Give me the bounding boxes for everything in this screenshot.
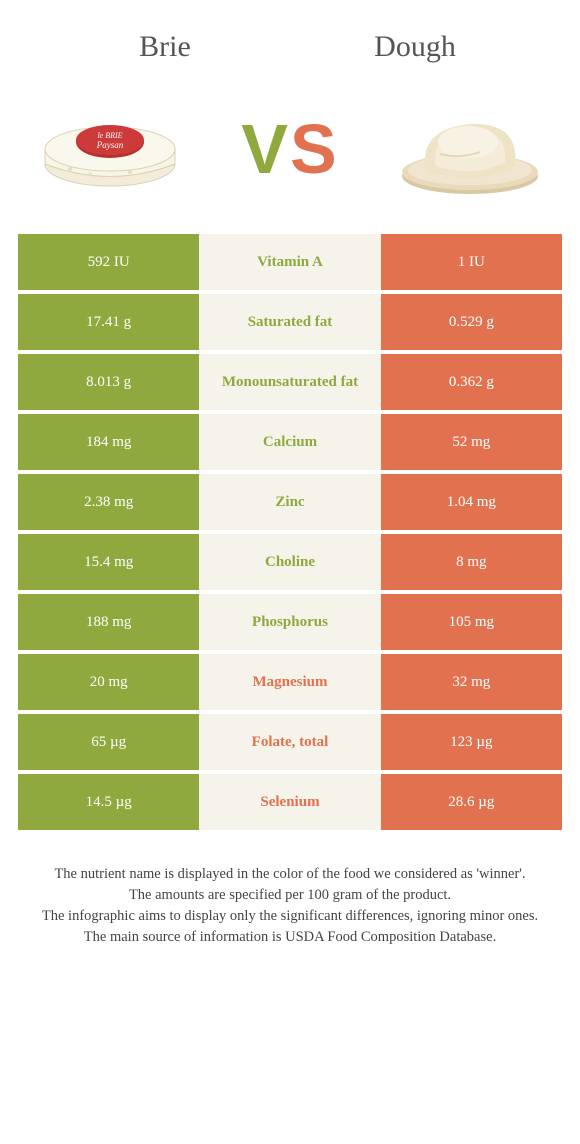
table-row: 17.41 gSaturated fat0.529 g	[18, 294, 562, 350]
left-value: 2.38 mg	[18, 474, 199, 530]
svg-text:Paysan: Paysan	[96, 140, 124, 150]
vs-s: S	[290, 110, 339, 188]
right-food-title: Dough	[290, 30, 540, 64]
nutrient-label: Magnesium	[199, 654, 380, 710]
right-value: 105 mg	[381, 594, 562, 650]
left-value: 592 IU	[18, 234, 199, 290]
right-value: 0.529 g	[381, 294, 562, 350]
footer-notes: The nutrient name is displayed in the co…	[0, 834, 580, 948]
right-value: 8 mg	[381, 534, 562, 590]
table-row: 14.5 µgSelenium28.6 µg	[18, 774, 562, 830]
left-value: 65 µg	[18, 714, 199, 770]
nutrient-table: 592 IUVitamin A1 IU17.41 gSaturated fat0…	[18, 234, 562, 830]
nutrient-label: Phosphorus	[199, 594, 380, 650]
right-value: 52 mg	[381, 414, 562, 470]
nutrient-label: Zinc	[199, 474, 380, 530]
header-row: Brie Dough	[0, 0, 580, 74]
vs-label: VS	[241, 109, 338, 189]
dough-image	[390, 94, 550, 204]
table-row: 8.013 gMonounsaturated fat0.362 g	[18, 354, 562, 410]
left-value: 14.5 µg	[18, 774, 199, 830]
vs-row: le BRIE Paysan VS	[0, 74, 580, 234]
table-row: 15.4 mgCholine8 mg	[18, 534, 562, 590]
table-row: 65 µgFolate, total123 µg	[18, 714, 562, 770]
nutrient-label: Choline	[199, 534, 380, 590]
left-value: 20 mg	[18, 654, 199, 710]
table-row: 2.38 mgZinc1.04 mg	[18, 474, 562, 530]
right-value: 0.362 g	[381, 354, 562, 410]
footer-line-3: The infographic aims to display only the…	[30, 906, 550, 927]
nutrient-label: Calcium	[199, 414, 380, 470]
right-value: 1 IU	[381, 234, 562, 290]
left-value: 15.4 mg	[18, 534, 199, 590]
footer-line-4: The main source of information is USDA F…	[30, 927, 550, 948]
left-value: 184 mg	[18, 414, 199, 470]
left-food-title: Brie	[40, 30, 290, 64]
nutrient-label: Saturated fat	[199, 294, 380, 350]
right-value: 1.04 mg	[381, 474, 562, 530]
right-value: 32 mg	[381, 654, 562, 710]
left-value: 8.013 g	[18, 354, 199, 410]
nutrient-label: Folate, total	[199, 714, 380, 770]
right-value: 123 µg	[381, 714, 562, 770]
table-row: 188 mgPhosphorus105 mg	[18, 594, 562, 650]
vs-v: V	[241, 110, 290, 188]
left-value: 188 mg	[18, 594, 199, 650]
left-value: 17.41 g	[18, 294, 199, 350]
nutrient-label: Selenium	[199, 774, 380, 830]
table-row: 20 mgMagnesium32 mg	[18, 654, 562, 710]
nutrient-label: Vitamin A	[199, 234, 380, 290]
footer-line-1: The nutrient name is displayed in the co…	[30, 864, 550, 885]
svg-text:le BRIE: le BRIE	[97, 131, 122, 140]
table-row: 184 mgCalcium52 mg	[18, 414, 562, 470]
brie-image: le BRIE Paysan	[30, 94, 190, 204]
table-row: 592 IUVitamin A1 IU	[18, 234, 562, 290]
right-value: 28.6 µg	[381, 774, 562, 830]
nutrient-label: Monounsaturated fat	[199, 354, 380, 410]
footer-line-2: The amounts are specified per 100 gram o…	[30, 885, 550, 906]
